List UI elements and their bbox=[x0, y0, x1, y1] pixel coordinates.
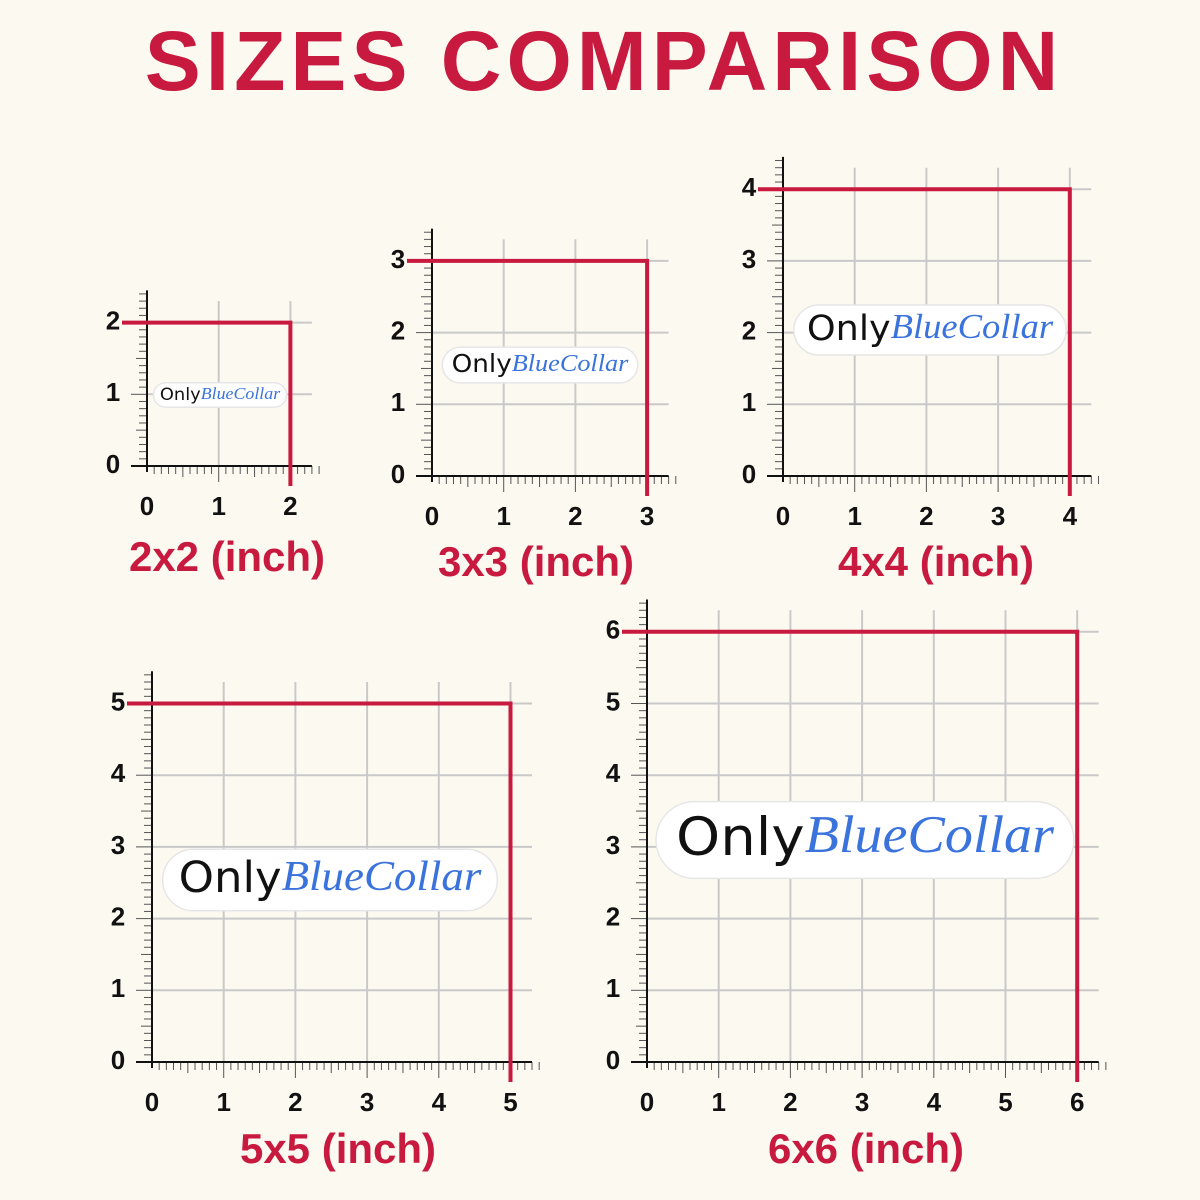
x-tick-label: 4 bbox=[1063, 501, 1078, 531]
sticker-logo: Only BlueCollar bbox=[452, 349, 629, 378]
x-tick-label: 0 bbox=[140, 491, 154, 521]
y-tick-label: 0 bbox=[606, 1045, 620, 1075]
logo-bluecollar: BlueCollar bbox=[512, 350, 629, 377]
size-label: 3x3 (inch) bbox=[438, 538, 634, 585]
x-tick-label: 3 bbox=[360, 1087, 374, 1117]
y-tick-label: 1 bbox=[391, 387, 405, 417]
size-frame bbox=[758, 187, 1072, 496]
x-tick-label: 2 bbox=[919, 501, 933, 531]
y-tick-label: 2 bbox=[391, 315, 405, 345]
size-label: 4x4 (inch) bbox=[838, 538, 1034, 585]
logo-only: Only bbox=[179, 853, 282, 902]
y-tick-label: 1 bbox=[606, 973, 620, 1003]
x-tick-label: 3 bbox=[855, 1087, 869, 1117]
sticker-backing bbox=[655, 800, 1075, 880]
x-tick-label: 4 bbox=[927, 1087, 942, 1117]
x-tick-label: 2 bbox=[288, 1087, 302, 1117]
y-tick-label: 2 bbox=[606, 901, 620, 931]
y-tick-label: 4 bbox=[111, 758, 126, 788]
logo-only: Only bbox=[160, 384, 201, 404]
y-tick-label: 2 bbox=[742, 315, 756, 345]
sticker-logo: Only BlueCollar bbox=[807, 308, 1054, 349]
sticker-logo: Only BlueCollar bbox=[160, 384, 281, 404]
x-tick-label: 0 bbox=[776, 501, 790, 531]
x-tick-label: 1 bbox=[496, 501, 510, 531]
y-tick-label: 4 bbox=[606, 758, 621, 788]
sticker-backing bbox=[793, 304, 1067, 356]
size-frame bbox=[407, 258, 650, 496]
size-frame bbox=[127, 701, 513, 1082]
size-panel: 00 1 1 2 2 3 3 4 4 5 5 6 6 Only BlueCollar 6x6 (inch) bbox=[606, 599, 1107, 1172]
size-label: 6x6 (inch) bbox=[768, 1125, 964, 1172]
y-tick-label: 1 bbox=[111, 973, 125, 1003]
y-tick-label: 3 bbox=[606, 830, 620, 860]
logo-bluecollar: BlueCollar bbox=[891, 308, 1054, 346]
x-tick-label: 2 bbox=[568, 501, 582, 531]
sticker-backing bbox=[152, 382, 288, 408]
x-tick-label: 1 bbox=[847, 501, 861, 531]
sticker-backing bbox=[441, 346, 639, 384]
size-panel: 00 1 1 2 2 Only BlueCollar 2x2 (inch) bbox=[106, 290, 325, 580]
y-tick-label: 0 bbox=[111, 1045, 125, 1075]
x-tick-label: 6 bbox=[1070, 1087, 1084, 1117]
size-panel: 00 1 1 2 2 3 3 4 4 Only BlueCollar 4x4 (inch) bbox=[742, 156, 1099, 585]
y-tick-label: 2 bbox=[111, 901, 125, 931]
x-tick-label: 3 bbox=[640, 501, 654, 531]
sticker-logo: Only BlueCollar bbox=[676, 806, 1054, 868]
size-frame bbox=[122, 320, 293, 486]
y-tick-label: 0 bbox=[391, 459, 405, 489]
y-tick-label: 3 bbox=[742, 244, 756, 274]
y-tick-label: 5 bbox=[606, 686, 620, 716]
x-tick-label: 5 bbox=[998, 1087, 1012, 1117]
logo-bluecollar: BlueCollar bbox=[282, 853, 482, 900]
size-label: 5x5 (inch) bbox=[240, 1125, 436, 1172]
x-tick-label: 4 bbox=[432, 1087, 447, 1117]
logo-only: Only bbox=[452, 349, 512, 378]
y-tick-label: 6 bbox=[606, 615, 620, 645]
y-tick-label: 2 bbox=[106, 305, 120, 335]
logo-bluecollar: BlueCollar bbox=[201, 384, 281, 403]
y-tick-label: 1 bbox=[106, 377, 120, 407]
y-tick-label: 1 bbox=[742, 387, 756, 417]
x-tick-label: 1 bbox=[211, 491, 225, 521]
sticker-backing bbox=[161, 848, 499, 912]
size-panel: 00 1 1 2 2 3 3 4 4 5 5 Only BlueCollar 5x5 (inch) bbox=[111, 671, 540, 1172]
logo-only: Only bbox=[807, 309, 891, 349]
logo-only: Only bbox=[676, 807, 805, 868]
x-tick-label: 0 bbox=[425, 501, 439, 531]
y-tick-label: 3 bbox=[391, 244, 405, 274]
size-panel: 00 1 1 2 2 3 3 Only BlueCollar 3x3 (inch) bbox=[391, 228, 677, 585]
y-tick-label: 3 bbox=[111, 830, 125, 860]
size-label: 2x2 (inch) bbox=[129, 533, 325, 580]
sticker-logo: Only BlueCollar bbox=[179, 853, 482, 902]
x-tick-label: 2 bbox=[783, 1087, 797, 1117]
x-tick-label: 1 bbox=[711, 1087, 725, 1117]
y-tick-label: 0 bbox=[742, 459, 756, 489]
x-tick-label: 0 bbox=[145, 1087, 159, 1117]
x-tick-label: 5 bbox=[503, 1087, 517, 1117]
x-tick-label: 0 bbox=[640, 1087, 654, 1117]
y-tick-label: 5 bbox=[111, 686, 125, 716]
x-tick-label: 1 bbox=[216, 1087, 230, 1117]
y-tick-label: 0 bbox=[106, 449, 120, 479]
size-frame bbox=[622, 629, 1080, 1082]
title: SIZES COMPARISON bbox=[145, 14, 1064, 108]
x-tick-label: 3 bbox=[991, 501, 1005, 531]
logo-bluecollar: BlueCollar bbox=[805, 806, 1055, 864]
y-tick-label: 4 bbox=[742, 172, 757, 202]
x-tick-label: 2 bbox=[283, 491, 297, 521]
